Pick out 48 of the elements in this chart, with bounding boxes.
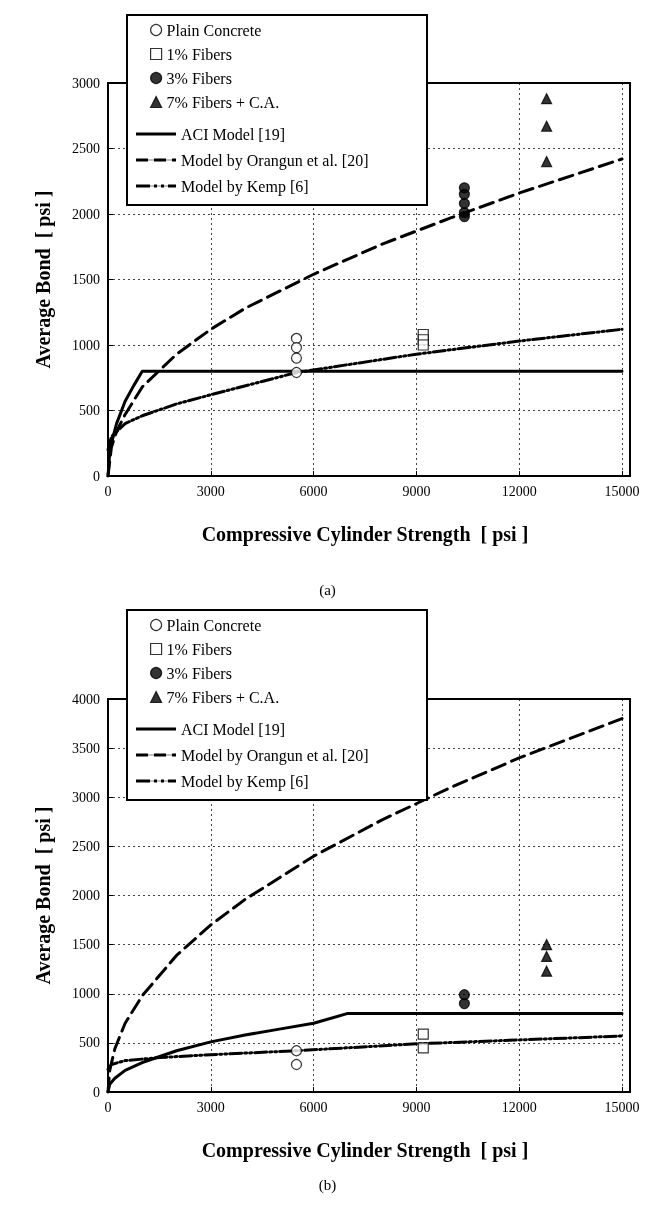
x-tick-label: 15000 bbox=[604, 483, 640, 499]
y-tick-label: 2500 bbox=[72, 141, 100, 156]
legend-label: Model by Orangun et al. [20] bbox=[181, 746, 369, 765]
legend-label: ACI Model [19] bbox=[181, 125, 285, 143]
legend-label: ACI Model [19] bbox=[181, 720, 285, 738]
x-tick-label: 0 bbox=[104, 1099, 112, 1115]
y-tick-label: 3000 bbox=[72, 789, 100, 805]
y-tick-label: 1000 bbox=[72, 337, 100, 353]
y-tick-label: 3000 bbox=[72, 75, 100, 91]
y-tick-label: 2000 bbox=[72, 206, 100, 222]
x-axis-title: Compressive Cylinder Strength [ psi ] bbox=[201, 523, 529, 546]
y-tick-label: 500 bbox=[79, 1035, 100, 1051]
y-tick-label: 1000 bbox=[72, 986, 100, 1002]
y-tick-label: 1500 bbox=[72, 937, 100, 953]
x-tick-label: 12000 bbox=[501, 483, 537, 499]
x-tick-label: 15000 bbox=[604, 1099, 640, 1115]
legend-label: 3% Fibers bbox=[166, 69, 232, 87]
legend-label: Model by Orangun et al. [20] bbox=[181, 151, 369, 170]
x-axis-title: Compressive Cylinder Strength [ psi ] bbox=[201, 1139, 529, 1162]
x-tick-label: 9000 bbox=[402, 1099, 431, 1115]
y-tick-label: 0 bbox=[93, 1084, 100, 1100]
legend-label: Plain Concrete bbox=[166, 21, 262, 39]
y-tick-label: 2000 bbox=[72, 888, 100, 903]
text: (a) bbox=[319, 581, 336, 599]
legend-label: Model by Kemp [6] bbox=[181, 772, 309, 791]
x-tick-label: 0 bbox=[104, 483, 112, 499]
legend-label: 7% Fibers + C.A. bbox=[166, 93, 280, 111]
legend-label: Plain Concrete bbox=[166, 616, 262, 634]
legend-label: Model by Kemp [6] bbox=[181, 177, 309, 196]
x-tick-label: 6000 bbox=[299, 483, 328, 499]
x-tick-label: 3000 bbox=[196, 1099, 225, 1115]
x-tick-label: 9000 bbox=[402, 483, 431, 499]
x-tick-label: 3000 bbox=[196, 483, 225, 499]
x-tick-label: 12000 bbox=[501, 1099, 537, 1115]
y-tick-label: 500 bbox=[79, 403, 100, 418]
x-tick-label: 6000 bbox=[299, 1099, 328, 1115]
legend-label: 3% Fibers bbox=[166, 664, 232, 682]
y-tick-label: 3500 bbox=[72, 740, 100, 756]
y-tick-label: 4000 bbox=[72, 691, 100, 707]
y-tick-label: 2500 bbox=[72, 838, 100, 854]
y-axis-title: Average Bond [ psi ] bbox=[32, 806, 55, 985]
text: (b) bbox=[318, 1176, 337, 1194]
y-axis-title: Average Bond [ psi ] bbox=[32, 190, 55, 369]
legend-label: 1% Fibers bbox=[166, 45, 232, 63]
legend-label: 7% Fibers + C.A. bbox=[166, 688, 280, 706]
y-tick-label: 1500 bbox=[72, 272, 100, 287]
legend-label: 1% Fibers bbox=[166, 640, 232, 658]
y-tick-label: 0 bbox=[93, 468, 100, 484]
